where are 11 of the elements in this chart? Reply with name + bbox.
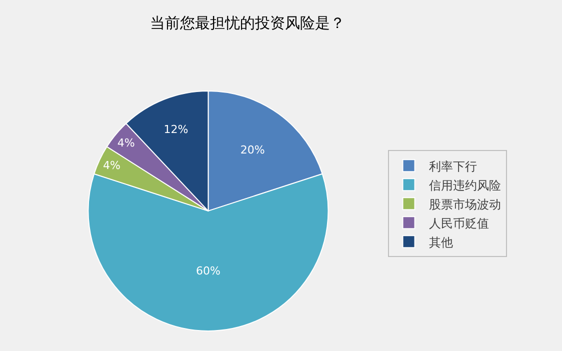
legend-label: 其他: [428, 235, 453, 250]
data-label: 12%: [164, 122, 188, 136]
legend-label: 人民币贬值: [428, 216, 489, 230]
data-label: 4%: [117, 136, 135, 150]
chart-title: 当前您最担忧的投资风险是？: [150, 14, 345, 32]
data-label: 20%: [240, 143, 265, 156]
legend-label: 股票市场波动: [428, 197, 501, 212]
legend-label: 利率下行: [428, 159, 477, 174]
data-label: 4%: [103, 159, 120, 172]
legend-label: 信用违约风险: [428, 178, 501, 192]
data-label: 60%: [196, 264, 220, 278]
